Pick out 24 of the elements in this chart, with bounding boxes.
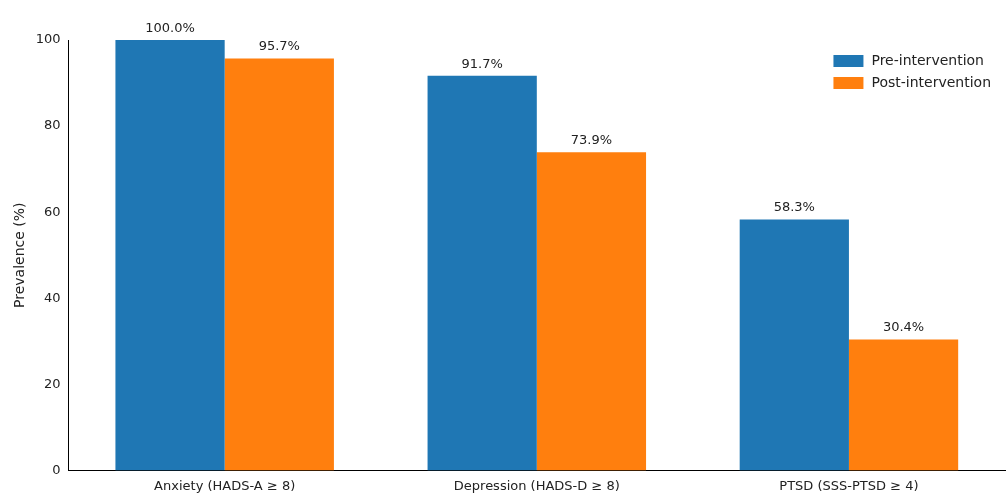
y-axis-title: Prevalence (%)	[11, 202, 28, 308]
bar	[536, 152, 647, 471]
bar	[739, 219, 849, 471]
data-label: 73.9%	[570, 132, 613, 148]
data-label: 91.7%	[461, 55, 503, 71]
y-tick-label: 20	[44, 375, 61, 391]
bar	[115, 40, 225, 471]
data-label: 30.4%	[882, 319, 925, 335]
x-tick-label: Depression (HADS-D ≥ 8)	[453, 477, 620, 493]
y-tick-label: 40	[44, 289, 61, 305]
y-tick-label: 60	[44, 203, 61, 219]
data-label: 95.7%	[258, 38, 300, 54]
data-label: 58.3%	[773, 199, 815, 215]
y-tick-label: 0	[52, 461, 61, 477]
bar	[224, 58, 334, 471]
y-tick-label: 100	[35, 31, 61, 47]
bar	[427, 75, 537, 471]
x-tick-label: PTSD (SSS-PTSD ≥ 4)	[779, 477, 919, 493]
y-tick-label: 80	[44, 117, 61, 133]
bar	[848, 339, 959, 471]
data-label: 100.0%	[145, 19, 195, 35]
x-tick-label: Anxiety (HADS-A ≥ 8)	[154, 477, 296, 493]
legend-label: Pre-intervention	[871, 51, 984, 68]
legend-label: Post-intervention	[871, 73, 992, 90]
